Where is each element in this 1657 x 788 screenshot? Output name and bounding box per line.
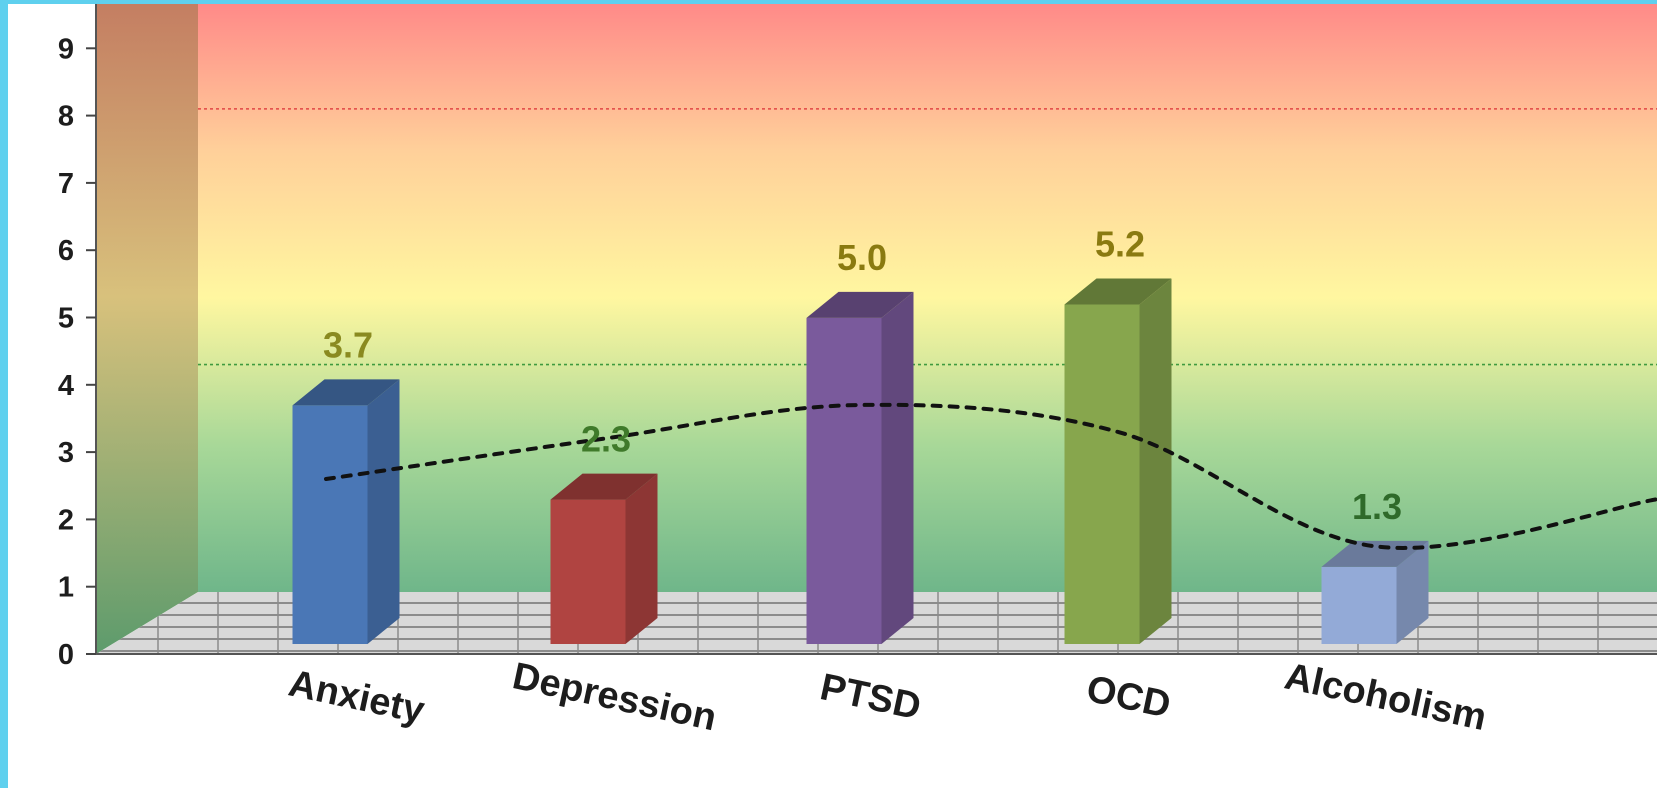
y-tick-label-5: 5	[58, 303, 74, 335]
bar-top-anxiety	[292, 379, 400, 406]
bar-top-ocd	[1064, 278, 1172, 305]
bar-front-anxiety	[292, 405, 368, 644]
category-label-ptsd: PTSD	[817, 666, 925, 728]
y-tick-label-7: 7	[58, 168, 74, 200]
bar-top-depression	[550, 473, 658, 500]
bar-alcoholism	[1321, 540, 1429, 644]
value-label-anxiety: 3.7	[323, 324, 373, 365]
value-label-ptsd: 5.0	[837, 237, 887, 278]
trend-line	[324, 402, 1657, 550]
category-label-anxiety: Anxiety	[285, 662, 428, 732]
bar-chart: 0 1 2 3 4 5 6 7 8 9 3.7 Anxiety 2.3 Depression 5.0 PTS…	[58, 4, 1657, 739]
value-label-ocd: 5.2	[1095, 223, 1145, 264]
bar-side-ocd	[1139, 278, 1172, 644]
bar-ptsd	[806, 291, 914, 644]
bar-side-ptsd	[881, 291, 914, 644]
y-tick-label-4: 4	[58, 370, 74, 402]
y-tick-label-2: 2	[58, 504, 74, 536]
y-tick-label-9: 9	[58, 33, 74, 65]
bar-top-ptsd	[806, 291, 914, 318]
bar-front-alcoholism	[1321, 566, 1397, 644]
bar-depression	[550, 473, 658, 644]
y-tick-label-1: 1	[58, 572, 74, 604]
bar-front-depression	[550, 499, 626, 644]
bar-front-ocd	[1064, 304, 1140, 644]
value-label-alcoholism: 1.3	[1352, 486, 1402, 527]
y-tick-label-0: 0	[58, 639, 74, 671]
bar-anxiety	[292, 379, 400, 644]
bar-ocd	[1064, 278, 1172, 644]
y-tick-label-3: 3	[58, 437, 74, 469]
bar-side-depression	[625, 473, 658, 644]
bar-side-anxiety	[367, 379, 400, 644]
y-tick-label-8: 8	[58, 101, 74, 133]
y-tick-label-6: 6	[58, 235, 74, 267]
plot-background	[198, 4, 1657, 592]
value-label-depression: 2.3	[581, 419, 631, 460]
category-label-depression: Depression	[509, 655, 720, 739]
category-label-ocd: OCD	[1083, 668, 1174, 727]
category-label-alcoholism: Alcoholism	[1281, 655, 1490, 739]
bar-side-alcoholism	[1396, 540, 1429, 644]
bar-front-ptsd	[806, 317, 882, 644]
chart-frame: 0 1 2 3 4 5 6 7 8 9 3.7 Anxiety 2.3 Depression 5.0 PTS…	[8, 4, 1657, 788]
side-wall	[96, 4, 198, 654]
